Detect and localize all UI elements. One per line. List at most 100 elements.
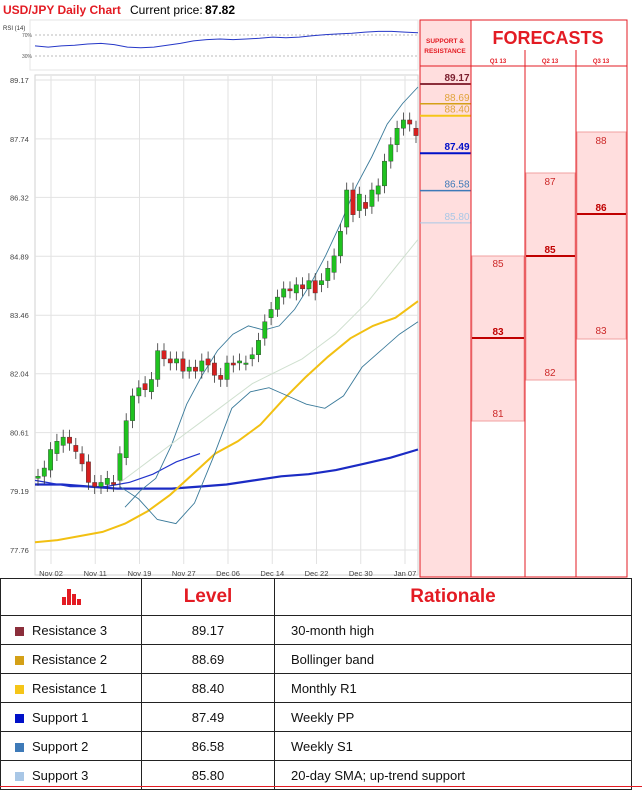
x-tick-label: Nov 27 bbox=[172, 569, 196, 578]
sma-20-line bbox=[119, 239, 419, 483]
sr-header-1: SUPPORT & bbox=[426, 38, 464, 45]
candle-body bbox=[142, 383, 148, 390]
sr-level-label: 87.49 bbox=[444, 142, 469, 153]
price-label: Current price: bbox=[130, 3, 203, 17]
q3-high: 88 bbox=[595, 136, 607, 147]
row-level: 87.49 bbox=[141, 702, 275, 732]
candle-body bbox=[54, 441, 60, 454]
y-tick-label: 84.89 bbox=[10, 252, 29, 261]
candle-body bbox=[350, 189, 356, 215]
y-tick-label: 87.74 bbox=[10, 135, 29, 144]
candle-body bbox=[394, 127, 400, 145]
sr-level-label: 88.40 bbox=[444, 105, 469, 116]
table-row: Support 3 85.80 20-day SMA; up-trend sup… bbox=[0, 760, 632, 790]
y-tick-label: 89.17 bbox=[10, 76, 29, 85]
candle-body bbox=[161, 350, 167, 360]
candle-body bbox=[287, 288, 293, 292]
rationale-header: Rationale bbox=[274, 578, 632, 616]
candle-body bbox=[413, 127, 419, 136]
rsi-line bbox=[34, 30, 419, 49]
q3-range bbox=[576, 131, 627, 340]
q2-low: 82 bbox=[544, 368, 556, 379]
row-name: Support 1 bbox=[32, 709, 89, 725]
candle-body bbox=[375, 185, 381, 195]
y-tick-label: 77.76 bbox=[10, 546, 29, 555]
forecasts-panel: FORECASTS Q1 13 Q2 13 Q3 13 85 83 81 87 … bbox=[470, 19, 628, 578]
sr-level-label: 86.58 bbox=[444, 180, 469, 191]
row-name: Resistance 2 bbox=[32, 651, 108, 667]
candle-body bbox=[249, 354, 255, 360]
sma-50-line bbox=[34, 300, 419, 544]
quarter-q2: Q2 13 bbox=[542, 59, 559, 65]
forecasts-title: FORECASTS bbox=[492, 28, 603, 48]
q3-low: 83 bbox=[595, 326, 607, 337]
candle-body bbox=[262, 321, 268, 339]
chart-title: USD/JPY Daily Chart bbox=[3, 3, 121, 17]
row-name: Support 3 bbox=[32, 767, 89, 783]
x-tick-label: Nov 02 bbox=[39, 569, 63, 578]
level-header: Level bbox=[141, 578, 275, 616]
sr-level-label: 89.17 bbox=[444, 73, 469, 84]
candle-body bbox=[344, 189, 350, 228]
candle-body bbox=[306, 280, 312, 290]
x-tick-label: Nov 19 bbox=[128, 569, 152, 578]
row-rationale: Weekly PP bbox=[274, 702, 632, 732]
candle-body bbox=[123, 420, 129, 458]
x-tick-label: Jan 07 bbox=[394, 569, 417, 578]
row-name: Support 2 bbox=[32, 738, 89, 754]
row-rationale: 30-month high bbox=[274, 615, 632, 645]
sr-header-2: RESISTANCE bbox=[424, 48, 466, 55]
resistance2-swatch bbox=[15, 655, 24, 665]
candle-body bbox=[67, 436, 72, 444]
q2-main: 85 bbox=[544, 245, 556, 256]
candle-body bbox=[312, 280, 318, 294]
support1-swatch bbox=[15, 713, 24, 723]
row-level: 88.69 bbox=[141, 644, 275, 674]
candle-body bbox=[256, 340, 261, 355]
candle-body bbox=[300, 284, 305, 290]
row-name: Resistance 1 bbox=[32, 680, 108, 696]
plot-area bbox=[34, 74, 419, 576]
candle-body bbox=[363, 202, 368, 209]
resistance3-swatch bbox=[15, 626, 24, 636]
row-level: 89.17 bbox=[141, 615, 275, 645]
x-tick-label: Dec 22 bbox=[305, 569, 329, 578]
x-tick-label: Dec 30 bbox=[349, 569, 373, 578]
candle-body bbox=[401, 119, 406, 129]
table-row: Support 2 86.58 Weekly S1 bbox=[0, 731, 632, 761]
candle-body bbox=[275, 296, 280, 310]
bottom-rule bbox=[0, 786, 642, 787]
candle-body bbox=[85, 461, 91, 483]
resistance1-swatch bbox=[15, 684, 24, 694]
row-rationale: 20-day SMA; up-trend support bbox=[274, 760, 632, 790]
candle-body bbox=[35, 476, 41, 479]
sr-level-label: 85.80 bbox=[444, 212, 469, 223]
row-rationale: Bollinger band bbox=[274, 644, 632, 674]
candle-body bbox=[224, 362, 230, 380]
rsi-upper-tick: 70% bbox=[22, 33, 33, 39]
table-row: Resistance 1 88.40 Monthly R1 bbox=[0, 673, 632, 703]
candle-body bbox=[230, 362, 236, 366]
candle-body bbox=[73, 445, 79, 452]
candle-body bbox=[130, 395, 135, 421]
candle-body bbox=[319, 280, 324, 285]
x-tick-label: Dec 06 bbox=[216, 569, 240, 578]
table-row: Resistance 2 88.69 Bollinger band bbox=[0, 644, 632, 674]
candles bbox=[35, 112, 419, 494]
quarter-q1: Q1 13 bbox=[490, 59, 507, 65]
x-tick-label: Nov 11 bbox=[84, 569, 107, 578]
x-axis: Nov 02 Nov 11 Nov 19 Nov 27 Dec 06 Dec 14 Dec … bbox=[39, 569, 416, 578]
candle-body bbox=[205, 358, 211, 366]
candle-body bbox=[243, 362, 249, 365]
x-tick-label: Dec 14 bbox=[260, 569, 284, 578]
table-row: Support 1 87.49 Weekly PP bbox=[0, 702, 632, 732]
bollinger-upper-line bbox=[124, 86, 419, 508]
candle-body bbox=[331, 255, 337, 273]
candle-body bbox=[293, 284, 299, 294]
candle-body bbox=[338, 230, 343, 257]
candle-body bbox=[199, 360, 205, 372]
candle-body bbox=[281, 288, 287, 298]
row-rationale: Monthly R1 bbox=[274, 673, 632, 703]
candle-body bbox=[193, 366, 198, 372]
indicator-lines bbox=[34, 86, 419, 544]
